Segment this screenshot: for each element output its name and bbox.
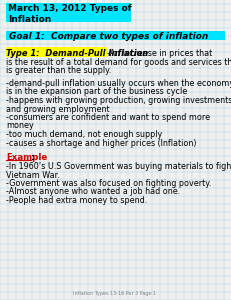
Text: Inflation Types 13-16 Per 3 Page 1: Inflation Types 13-16 Per 3 Page 1 [73, 291, 157, 296]
Text: Example: Example [6, 153, 47, 162]
Text: -consumers are confident and want to spend more: -consumers are confident and want to spe… [6, 113, 210, 122]
Text: -happens with growing production, growing investments,: -happens with growing production, growin… [6, 96, 231, 105]
Text: -demand-pull inflation usually occurs when the economy: -demand-pull inflation usually occurs wh… [6, 79, 231, 88]
Text: is in the expansion part of the business cycle: is in the expansion part of the business… [6, 88, 187, 97]
Text: is the result of a total demand for goods and services that: is the result of a total demand for good… [6, 58, 231, 67]
Text: -too much demand, not enough supply: -too much demand, not enough supply [6, 130, 162, 139]
Text: :: : [31, 153, 34, 162]
Text: Goal 1:  Compare two types of inflation: Goal 1: Compare two types of inflation [9, 32, 208, 41]
Bar [6, 3, 131, 22]
Text: Vietnam War.: Vietnam War. [6, 170, 60, 179]
Bar [6, 31, 225, 40]
Text: Type 1:  Demand-Pull Inflation: Type 1: Demand-Pull Inflation [6, 49, 148, 58]
Text: -In 1960’s U.S Government was buying materials to fight: -In 1960’s U.S Government was buying mat… [6, 162, 231, 171]
Text: -Almost anyone who wanted a job had one.: -Almost anyone who wanted a job had one. [6, 188, 180, 196]
Text: March 13, 2012 Types of
Inflation: March 13, 2012 Types of Inflation [8, 4, 132, 24]
Text: -causes a shortage and higher prices (Inflation): -causes a shortage and higher prices (In… [6, 139, 197, 148]
Text: -People had extra money to spend.: -People had extra money to spend. [6, 196, 147, 205]
Text: and growing employment: and growing employment [6, 104, 110, 113]
Text: -An increase in prices that: -An increase in prices that [107, 49, 212, 58]
Text: money: money [6, 122, 34, 130]
Bar [6, 47, 106, 57]
Text: is greater than the supply.: is greater than the supply. [6, 66, 111, 75]
Text: -Government was also focused on fighting poverty.: -Government was also focused on fighting… [6, 179, 211, 188]
